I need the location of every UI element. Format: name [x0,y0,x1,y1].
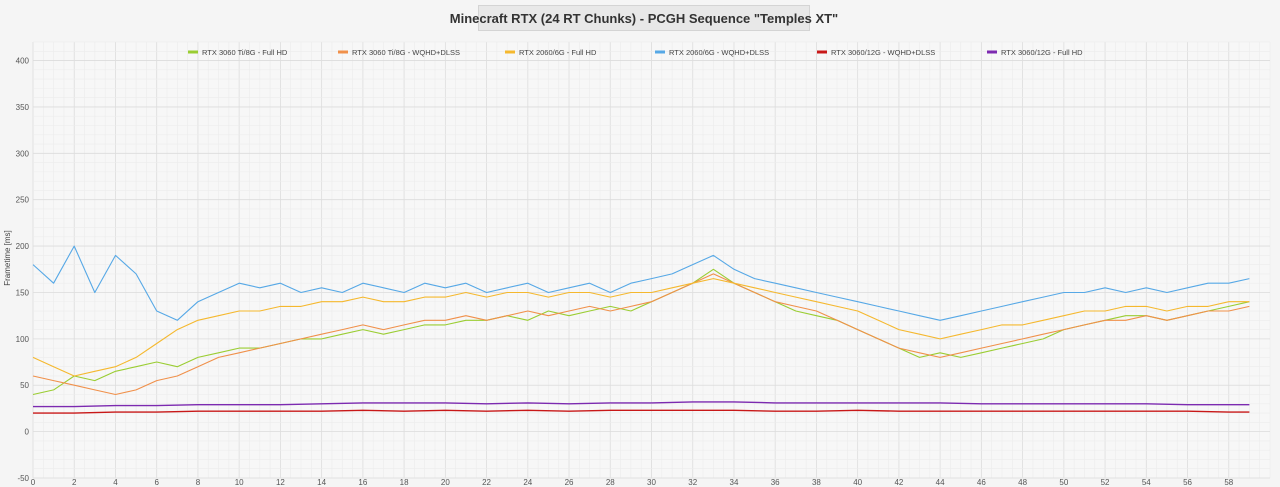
x-tick-label: 2 [72,478,77,487]
x-tick-label: 40 [853,478,862,487]
x-tick-label: 22 [482,478,491,487]
x-tick-label: 16 [358,478,367,487]
legend-label: RTX 3060/12G - WQHD+DLSS [831,48,935,57]
y-tick-label: 150 [16,288,30,297]
x-tick-label: 14 [317,478,326,487]
x-tick-label: 18 [400,478,409,487]
x-tick-label: 44 [936,478,945,487]
y-tick-label: 50 [20,381,29,390]
legend-label: RTX 3060 Ti/8G - Full HD [202,48,288,57]
x-tick-label: 30 [647,478,656,487]
x-tick-label: 10 [235,478,244,487]
x-tick-label: 32 [688,478,697,487]
series-group [32,245,1250,414]
chart-title: Minecraft RTX (24 RT Chunks) - PCGH Sequ… [449,10,839,26]
y-tick-label: 200 [16,242,30,251]
x-tick-label: 8 [196,478,201,487]
x-tick-label: 50 [1059,478,1068,487]
x-tick-label: 28 [606,478,615,487]
series-line-3 [32,278,1250,377]
y-axis-label: Frametime [ms] [3,230,12,286]
x-tick-label: 42 [894,478,903,487]
x-tick-label: 34 [730,478,739,487]
y-tick-label: -50 [17,474,29,483]
x-tick-label: 54 [1142,478,1151,487]
y-tick-label: 300 [16,149,30,158]
y-tick-label: 350 [16,103,30,112]
x-tick-label: 26 [565,478,574,487]
x-tick-label: 58 [1224,478,1233,487]
y-tick-label: 400 [16,57,30,66]
legend-label: RTX 3060 Ti/8G - WQHD+DLSS [352,48,460,57]
legend-label: RTX 2060/6G - WQHD+DLSS [669,48,769,57]
x-tick-label: 46 [977,478,986,487]
series-line-6 [33,401,1250,408]
x-tick-label: 24 [523,478,532,487]
chart-title-box: Minecraft RTX (24 RT Chunks) - PCGH Sequ… [450,5,838,31]
series-line-2 [32,273,1250,396]
y-tick-label: 100 [16,335,30,344]
x-tick-label: 0 [31,478,36,487]
x-tick-label: 4 [113,478,118,487]
x-tick-label: 52 [1101,478,1110,487]
series-line-1 [32,268,1250,396]
x-tick-label: 36 [771,478,780,487]
grid [32,41,1271,479]
x-tick-label: 38 [812,478,821,487]
axes: 0 2 4 6 8 10 12 14 16 18 20 22 24 26 28 30 32 34 36 38 40 42 4… [16,57,1234,487]
legend-label: RTX 2060/6G - Full HD [519,48,597,57]
legend: RTX 3060 Ti/8G - Full HD RTX 3060 Ti/8G -… [188,48,1083,57]
x-tick-label: 48 [1018,478,1027,487]
x-tick-label: 20 [441,478,450,487]
y-tick-label: 250 [16,196,30,205]
series-line-5 [33,409,1250,414]
x-tick-label: 56 [1183,478,1192,487]
x-tick-label: 6 [154,478,159,487]
y-tick-label: 0 [25,428,30,437]
series-line-4 [32,245,1250,321]
legend-label: RTX 3060/12G - Full HD [1001,48,1083,57]
x-tick-label: 12 [276,478,285,487]
